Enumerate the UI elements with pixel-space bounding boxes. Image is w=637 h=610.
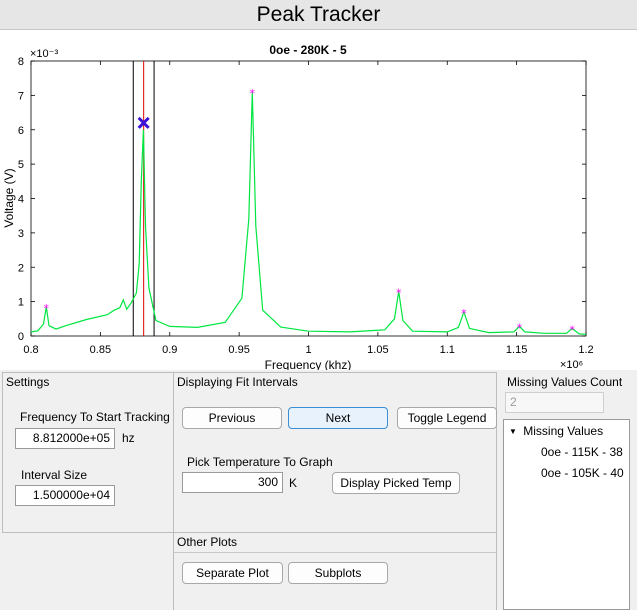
chart-title: 0oe - 280K - 5 — [269, 43, 347, 57]
missing-values-count-label: Missing Values Count — [507, 375, 623, 389]
tree-root-node[interactable]: ▼ Missing Values — [509, 424, 603, 438]
tree-item[interactable]: 0oe - 105K - 40 — [541, 466, 624, 480]
plot-area: 0oe - 280K - 5 ×10⁻³ ×10⁶ Frequency (khz… — [0, 30, 637, 370]
settings-title: Settings — [6, 375, 50, 389]
x-tick-label: 0.9 — [162, 344, 177, 356]
x-axis-label: Frequency (khz) — [265, 358, 352, 370]
toggle-legend-button[interactable]: Toggle Legend — [397, 407, 497, 429]
y-tick-label: 6 — [18, 125, 24, 137]
tree-expand-icon[interactable]: ▼ — [509, 427, 517, 436]
x-exponent-label: ×10⁶ — [560, 359, 583, 370]
y-tick-label: 0 — [18, 331, 24, 343]
tree-item[interactable]: 0oe - 115K - 38 — [541, 445, 623, 459]
separate-plot-button[interactable]: Separate Plot — [182, 562, 283, 584]
peak-marker: * — [250, 87, 256, 100]
subplots-button[interactable]: Subplots — [288, 562, 388, 584]
fit-intervals-panel: Displaying Fit Intervals Previous Next T… — [173, 372, 497, 533]
fit-intervals-title: Displaying Fit Intervals — [177, 375, 298, 389]
x-tick-label: 0.8 — [23, 344, 38, 356]
x-tick-label: 1.1 — [440, 344, 455, 356]
x-tick-label: 1.05 — [367, 344, 388, 356]
y-axis-label: Voltage (V) — [2, 168, 16, 227]
frequency-voltage-chart: 0oe - 280K - 5 ×10⁻³ ×10⁶ Frequency (khz… — [2, 43, 594, 370]
previous-button[interactable]: Previous — [182, 407, 282, 429]
y-tick-label: 7 — [18, 90, 24, 102]
frequency-start-input[interactable]: 8.812000e+05 — [15, 428, 115, 449]
y-tick-label: 4 — [18, 194, 24, 206]
plot-axes-box — [30, 60, 587, 337]
other-plots-title: Other Plots — [177, 535, 238, 549]
tree-root-label: Missing Values — [523, 424, 604, 438]
window-title: Peak Tracker — [0, 0, 637, 30]
y-tick-label: 2 — [18, 262, 24, 274]
y-tick-label: 1 — [18, 297, 24, 309]
frequency-unit-label: hz — [122, 431, 135, 445]
x-tick-label: 0.85 — [90, 344, 111, 356]
y-tick-label: 5 — [18, 159, 24, 171]
temperature-input[interactable]: 300 — [182, 472, 283, 493]
x-tick-label: 1.2 — [578, 344, 593, 356]
pick-temperature-label: Pick Temperature To Graph — [187, 455, 333, 469]
tracked-point-marker — [137, 116, 150, 129]
other-plots-divider — [174, 552, 496, 553]
next-button[interactable]: Next — [288, 407, 388, 429]
voltage-series-line — [30, 91, 587, 335]
x-tick-label: 1 — [305, 344, 311, 356]
peak-marker: * — [396, 286, 402, 299]
peak-marker: * — [461, 307, 467, 320]
peak-marker: * — [44, 302, 50, 315]
frequency-start-label: Frequency To Start Tracking — [20, 410, 170, 424]
y-exponent-label: ×10⁻³ — [30, 48, 58, 60]
interval-size-label: Interval Size — [21, 468, 88, 482]
settings-panel: Settings Frequency To Start Tracking 8.8… — [2, 372, 174, 533]
missing-values-count-field: 2 — [505, 392, 604, 413]
interval-size-input[interactable]: 1.500000e+04 — [15, 485, 115, 506]
missing-values-tree[interactable]: ▼ Missing Values 0oe - 115K - 38 0oe - 1… — [503, 419, 630, 610]
y-tick-label: 3 — [18, 228, 24, 240]
y-tick-label: 8 — [18, 56, 24, 68]
x-tick-label: 1.15 — [506, 344, 527, 356]
peak-marker: * — [517, 321, 523, 334]
temperature-unit-label: K — [289, 476, 298, 490]
other-plots-panel: Other Plots Separate Plot Subplots — [173, 532, 497, 610]
peak-marker: * — [569, 323, 575, 336]
display-picked-temp-button[interactable]: Display Picked Temp — [332, 472, 460, 494]
x-tick-label: 0.95 — [228, 344, 249, 356]
